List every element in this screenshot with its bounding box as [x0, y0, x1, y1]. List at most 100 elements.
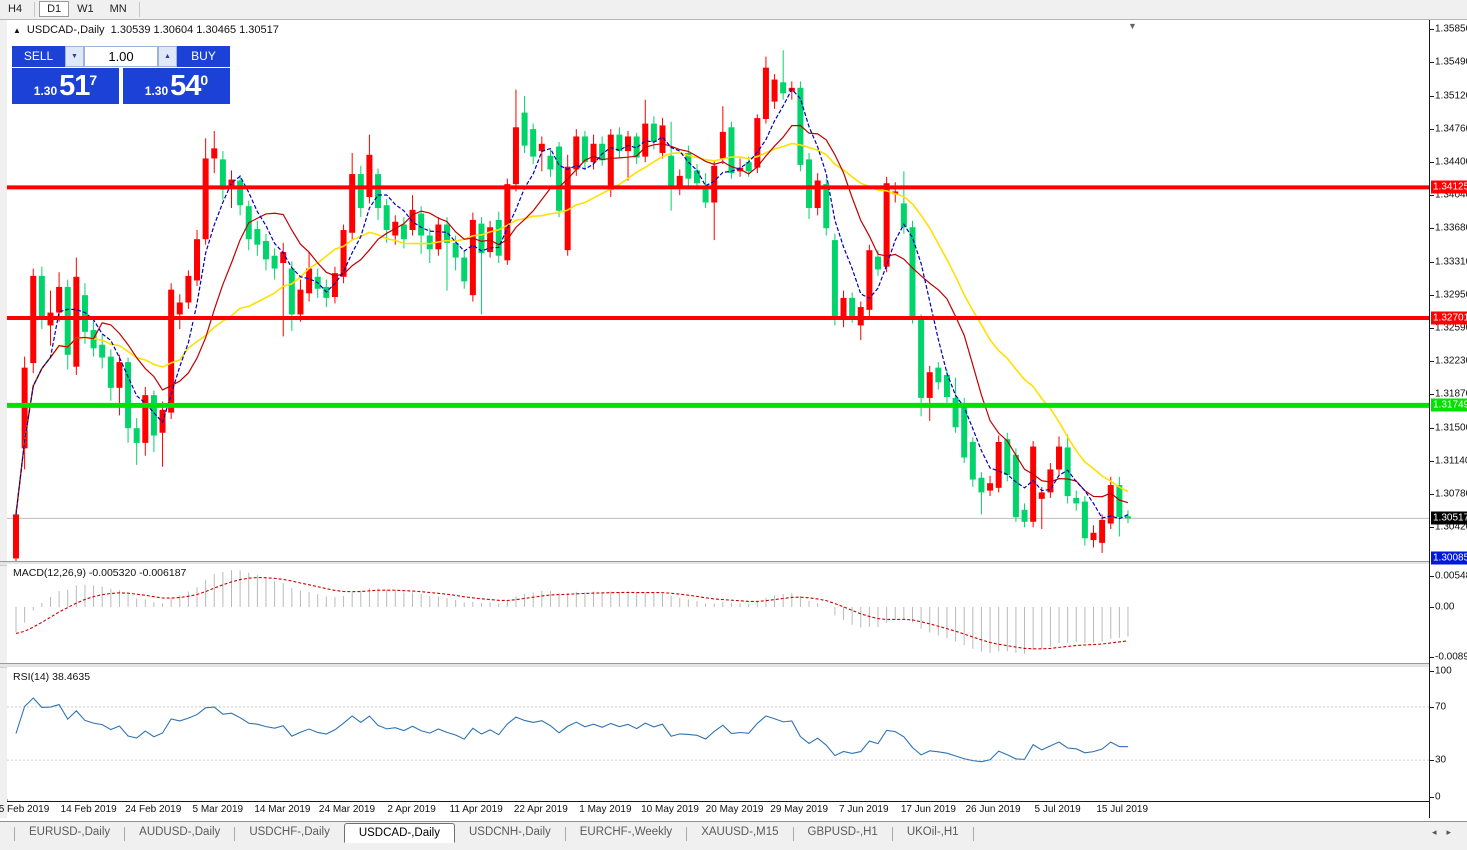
candle-body	[840, 297, 847, 320]
sell-price-base: 1.30	[33, 84, 58, 98]
price-chart-pane[interactable]	[7, 20, 1429, 568]
candle-body	[771, 79, 778, 102]
candle-body	[676, 175, 683, 189]
candle-body	[650, 123, 657, 142]
chart-tab-eurchf-weekly[interactable]: EURCHF-,Weekly	[579, 826, 673, 838]
chart-tab-gbpusd-h1[interactable]: GBPUSD-,H1	[807, 826, 878, 838]
candle-body	[685, 152, 692, 179]
candle-body	[1081, 501, 1088, 539]
chart-tab-usdchf-daily[interactable]: USDCHF-,Daily	[249, 826, 330, 838]
candle-body	[693, 170, 700, 184]
timeframe-button-h4[interactable]: H4	[8, 3, 23, 15]
candle-body	[211, 148, 218, 159]
ma-10-line	[15, 124, 1129, 515]
candle-body	[254, 229, 261, 245]
axis-tick	[1430, 760, 1434, 762]
candle-body	[340, 230, 347, 277]
candle-body	[444, 224, 450, 243]
axis-tick	[1430, 494, 1434, 496]
candle-body	[1124, 516, 1131, 519]
date-axis[interactable]: 5 Feb 2019 14 Feb 2019 24 Feb 2019 5 Mar 20…	[0, 801, 1429, 819]
rsi-label: RSI(14) 38.4635	[13, 671, 91, 683]
sell-price-point: 7	[89, 72, 98, 88]
candle-body	[547, 155, 554, 170]
rsi-pane[interactable]	[7, 667, 1429, 799]
date-label: 17 Jun 2019	[900, 804, 956, 815]
macd-pane[interactable]	[7, 564, 1429, 663]
volume-increase-button[interactable]: ▲	[158, 46, 177, 67]
volume-decrease-button[interactable]: ▼	[65, 46, 84, 67]
timeframe-button-mn[interactable]: MN	[109, 3, 127, 15]
buy-price-button[interactable]: 1.30 54 0	[123, 68, 230, 104]
timeframe-button-w1[interactable]: W1	[77, 3, 94, 15]
candle-body	[521, 112, 528, 146]
tab-separator	[564, 827, 566, 841]
candle-body	[900, 203, 907, 228]
candle-body	[495, 219, 502, 256]
candle-body	[728, 127, 735, 174]
chart-tab-ukoil-h1[interactable]: UKOil-,H1	[906, 826, 959, 838]
chart-tab-eurusd-daily[interactable]: EURUSD-,Daily	[29, 826, 111, 838]
price-axis-label: 1.34400	[1435, 156, 1467, 168]
date-label: 14 Mar 2019	[254, 804, 311, 815]
price-level-chip: 1.30517	[1431, 511, 1467, 525]
axis-tick	[1430, 29, 1434, 31]
chart-tab-usdcnh-daily[interactable]: USDCNH-,Daily	[468, 826, 551, 838]
chart-shift-marker-icon: ▼	[1128, 21, 1137, 31]
price-axis[interactable]: 1.35850 1.35490 1.35120 1.34760 1.34400 1.340…	[1429, 20, 1467, 818]
macd-axis-label: 0.00	[1435, 601, 1455, 613]
candle-body	[564, 166, 571, 251]
candle-body	[909, 227, 916, 318]
candle-body	[1064, 447, 1071, 497]
candle-body	[849, 297, 856, 317]
candle-body	[823, 184, 830, 229]
timeframe-button-d1[interactable]: D1	[39, 1, 70, 17]
rsi-chart	[7, 697, 1429, 763]
rsi-axis-label: 0	[1435, 791, 1441, 803]
candle-body	[99, 344, 106, 358]
toolbar-separator	[34, 2, 36, 17]
macd-axis-label: -0.008973	[1435, 651, 1467, 663]
axis-tick	[1430, 195, 1434, 197]
candle-body	[81, 295, 88, 332]
axis-tick	[1430, 228, 1434, 230]
candle-body	[538, 143, 545, 152]
candle-body	[228, 179, 235, 187]
price-axis-label: 1.35120	[1435, 90, 1467, 102]
candle-body	[504, 184, 511, 261]
ma-20-line	[15, 142, 1129, 515]
candle-body	[1073, 497, 1080, 504]
candle-body	[478, 223, 485, 253]
volume-input[interactable]: 1.00	[84, 46, 158, 67]
price-axis-label: 1.32950	[1435, 289, 1467, 301]
price-axis-label: 1.35850	[1435, 23, 1467, 35]
chart-tab-audusd-daily[interactable]: AUDUSD-,Daily	[139, 826, 221, 838]
candle-body	[116, 362, 123, 388]
candle-body	[150, 395, 157, 436]
tab-scroll-arrows[interactable]: ◂▸	[1431, 827, 1461, 837]
axis-tick	[1430, 361, 1434, 363]
sell-button[interactable]: SELL	[12, 46, 65, 67]
price-axis-label: 1.30420	[1435, 521, 1467, 533]
candle-body	[573, 136, 580, 170]
candle-body	[659, 125, 666, 153]
candle-body	[719, 131, 726, 159]
chart-tab-xauusd-m15[interactable]: XAUUSD-,M15	[701, 826, 779, 838]
candle-body	[280, 252, 287, 264]
date-label: 26 Jun 2019	[965, 804, 1021, 815]
candle-body	[73, 276, 80, 367]
collapse-icon[interactable]: ▲	[13, 26, 21, 35]
chart-tab-bar: EURUSD-,Daily AUDUSD-,Daily USDCHF-,Daily U…	[0, 821, 1467, 846]
candles-layer	[13, 50, 1131, 568]
ma-5-line	[15, 88, 1129, 520]
macd-label: MACD(12,26,9) -0.005320 -0.006187	[13, 567, 187, 579]
buy-button[interactable]: BUY	[177, 46, 230, 67]
candle-body	[38, 275, 45, 317]
tab-separator	[792, 827, 794, 841]
buy-price-pips: 54	[170, 69, 201, 102]
macd-chart	[15, 570, 1129, 654]
chart-tab-usdcad-daily[interactable]: USDCAD-,Daily	[343, 823, 455, 843]
sell-price-button[interactable]: 1.30 51 7	[12, 68, 119, 104]
candle-body	[1047, 469, 1054, 493]
